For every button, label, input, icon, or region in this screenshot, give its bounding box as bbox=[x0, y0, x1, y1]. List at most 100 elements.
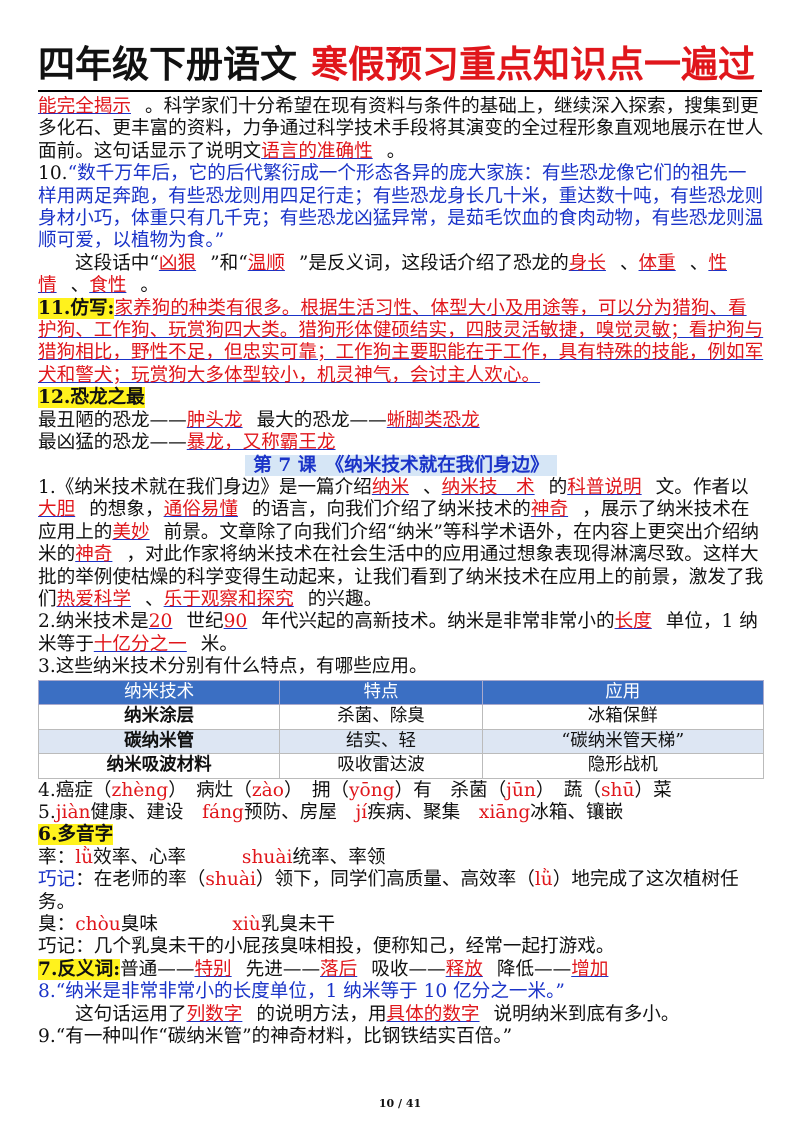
text: 健康、建设 bbox=[90, 801, 203, 823]
paragraph: 巧记：在老师的率（shuài）领下，同学们高质量、高效率（lǜ）地完成了这次植树… bbox=[38, 869, 764, 914]
text: 米。 bbox=[200, 633, 238, 655]
answer-blank: 十亿分之一 bbox=[93, 633, 187, 655]
text: 单位，1 纳米等于 bbox=[38, 611, 758, 655]
text: ）领下，同学们高质量、高效率（ bbox=[255, 869, 535, 891]
pinyin: fáng bbox=[202, 801, 244, 823]
paragraph: 12.恐龙之最 bbox=[38, 387, 764, 409]
paragraph: 9.“有一种叫作“碳纳米管”的神奇材料，比钢铁结实百倍。” bbox=[38, 1026, 764, 1048]
answer-blank: 特别 bbox=[194, 958, 232, 980]
pinyin: jí bbox=[355, 801, 368, 823]
table-row: 纳米吸波材料 吸收雷达波 隐形战机 bbox=[37, 753, 765, 779]
table-cell: 结实、轻 bbox=[279, 728, 483, 755]
answer-blank: 身长 bbox=[568, 252, 606, 274]
table: 纳米技术 特点 应用 纳米涂层 杀菌、除臭 冰箱保鲜 碳纳米管 结实、轻 “碳纳米管天梯” … bbox=[37, 679, 765, 779]
text: 冰箱、镶嵌 bbox=[530, 801, 624, 823]
table-cell: “碳纳米管天梯” bbox=[481, 728, 765, 755]
pinyin: shuài bbox=[241, 846, 293, 868]
text: 臭味 bbox=[120, 914, 233, 935]
section-heading: 6.多音字 bbox=[38, 824, 114, 846]
text: 、 bbox=[619, 252, 639, 274]
text: 最凶猛的恐龙—— bbox=[38, 432, 187, 454]
text: ，对此作家将纳米技术在社会生活中的应用通过想象表现得淋漓尽致。这样大批的举例使枯… bbox=[38, 544, 764, 610]
pinyin: xiāng bbox=[478, 801, 531, 823]
text: “数千万年后，它的后代繁衍成一个形态各异的庞大家族：有些恐龙像它们的祖先一样用两… bbox=[38, 163, 764, 252]
text: 的兴趣。 bbox=[307, 588, 383, 610]
table-cell: 冰箱保鲜 bbox=[481, 704, 765, 730]
pinyin: lǜ bbox=[534, 869, 553, 891]
text: 降低—— bbox=[496, 958, 572, 980]
paragraph: 这段话中“凶狠 ”和“温顺 ”是反义词，这段话介绍了恐龙的身长 、体重 、性情 、食性。 bbox=[38, 253, 764, 298]
text: 前景。文章除了向我们介绍“纳米”等科学术语外，在内容上更突出介绍纳米的 bbox=[38, 521, 760, 566]
answer-blank: 科普说明 bbox=[567, 476, 642, 498]
text: 、 bbox=[689, 252, 709, 274]
paragraph: 3.这些纳米技术分别有什么特点，有哪些应用。 bbox=[38, 656, 764, 678]
text: 率： bbox=[38, 846, 76, 868]
answer-blank: 体重 bbox=[638, 252, 676, 274]
table-cell: 碳纳米管 bbox=[37, 728, 281, 755]
paragraph: 5.jiàn健康、建设 fáng预防、房屋 jí疾病、聚集 xiāng冰箱、镶嵌 bbox=[38, 802, 764, 824]
text: 的说明方法，用 bbox=[256, 1003, 387, 1025]
text: 巧记：几个乳臭未干的小屁孩臭味相投，便称知己，经常一起打游戏。 bbox=[38, 936, 615, 958]
answer-blank: 神奇 bbox=[75, 544, 113, 566]
text: 5. bbox=[38, 801, 56, 823]
text: 2.纳米技术是 bbox=[38, 611, 149, 633]
answer-blank: 通俗易懂 bbox=[163, 499, 238, 521]
text: 预防、房屋 bbox=[243, 801, 356, 823]
table-cell: 纳米涂层 bbox=[37, 704, 281, 730]
text: 的想象， bbox=[89, 499, 164, 521]
text: 先进—— bbox=[245, 958, 321, 980]
paragraph: 最凶猛的恐龙——暴龙，又称霸王龙 bbox=[38, 432, 764, 454]
answer-blank: 食性 bbox=[89, 275, 127, 297]
paragraph: 能完全揭示 。科学家们十分希望在现有资料与条件的基础上，继续深入探索，搜集到更多化… bbox=[38, 96, 764, 163]
answer-blank: 美妙 bbox=[112, 521, 150, 543]
text: 年代兴起的高新技术。纳米是非常非常小的 bbox=[261, 611, 615, 633]
table-header: 应用 bbox=[481, 679, 765, 706]
answer-blank: 热爱科学 bbox=[56, 588, 131, 610]
section-heading: 12.恐龙之最 bbox=[38, 387, 145, 409]
text: 说明纳米到底有多小。 bbox=[493, 1003, 680, 1025]
text: 普通—— bbox=[120, 958, 195, 980]
answer-blank: 落后 bbox=[320, 958, 358, 980]
paragraph: 巧记：几个乳臭未干的小屁孩臭味相投，便称知己，经常一起打游戏。 bbox=[38, 936, 764, 958]
answer-blank: 列数字 bbox=[186, 1003, 243, 1025]
answer-blank: 蜥脚类恐龙 bbox=[386, 409, 480, 431]
paragraph: 1.《纳米技术就在我们身边》是一篇介绍纳米 、纳米技 术的科普说明 文。作者以大胆的… bbox=[38, 477, 764, 611]
text: 寒假预习重点知识点一遍过 bbox=[311, 43, 755, 86]
pinyin: shuài bbox=[205, 869, 256, 891]
pinyin: yōng bbox=[349, 779, 395, 801]
answer-blank: 凶狠 bbox=[158, 252, 197, 274]
text: 。 bbox=[140, 275, 160, 297]
text: ） 蔬（ bbox=[535, 779, 601, 801]
pinyin: zhèng bbox=[111, 779, 169, 801]
text: 效率、心率 bbox=[93, 846, 242, 868]
answer-blank: 20 bbox=[148, 611, 173, 633]
table-cell: 吸收雷达波 bbox=[279, 753, 483, 779]
text: 、 bbox=[423, 476, 442, 498]
text: 疾病、聚集 bbox=[367, 801, 479, 823]
paragraph: 最丑陋的恐龙——肿头龙 最大的恐龙——蜥脚类恐龙 bbox=[38, 410, 764, 432]
text: 1.《纳米技术就在我们身边》是一篇介绍 bbox=[38, 476, 372, 498]
answer-blank: 神奇 bbox=[530, 499, 569, 521]
pinyin: chòu bbox=[75, 914, 121, 935]
content: 能完全揭示 。科学家们十分希望在现有资料与条件的基础上，继续深入探索，搜集到更多化… bbox=[37, 96, 765, 1048]
paragraph: 11.仿写:家养狗的种类有很多。根据生活习性、体型大小及用途等，可以分为猎狗、看… bbox=[38, 297, 764, 388]
pinyin: shū bbox=[600, 779, 635, 801]
text: 第 7 课 《纳米技术就在我们身边》 bbox=[245, 454, 557, 476]
text: ）菜 bbox=[634, 779, 672, 801]
text: 世纪 bbox=[186, 611, 224, 633]
answer-blank: 乐于观察和探究 bbox=[163, 588, 294, 610]
pinyin: jiàn bbox=[55, 801, 91, 823]
table-row: 纳米涂层 杀菌、除臭 冰箱保鲜 bbox=[37, 704, 765, 730]
text: ）有 杀菌（ bbox=[394, 779, 507, 801]
text: 四年级下册语文 bbox=[38, 43, 297, 86]
text: ”是反义词，这段话介绍了恐龙的 bbox=[298, 252, 569, 274]
text: 9.“有一种叫作“碳纳米管”的神奇材料，比钢铁结实百倍。” bbox=[38, 1026, 513, 1048]
text: 3.这些纳米技术分别有什么特点，有哪些应用。 bbox=[38, 656, 428, 678]
text: 、 bbox=[145, 588, 164, 610]
answer-blank: 具体的数字 bbox=[386, 1003, 480, 1025]
text: ）地完成了这次植树任务。 bbox=[38, 869, 739, 913]
answer-blank: 增加 bbox=[571, 958, 609, 980]
table-cell: 杀菌、除臭 bbox=[279, 704, 483, 730]
pinyin: jūn bbox=[506, 779, 536, 801]
